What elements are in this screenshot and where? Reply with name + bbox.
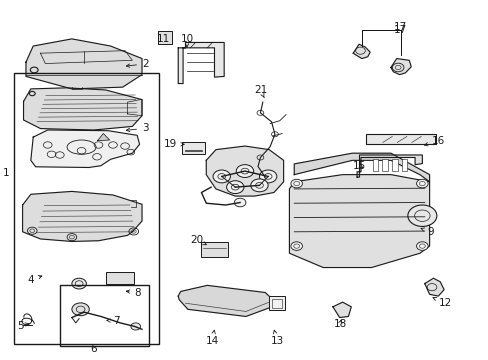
Text: 13: 13 <box>270 330 284 346</box>
Circle shape <box>226 181 244 194</box>
Bar <box>158 31 172 44</box>
Circle shape <box>234 198 245 207</box>
Polygon shape <box>352 44 369 59</box>
Polygon shape <box>22 192 142 242</box>
Bar <box>182 142 205 154</box>
Text: 16: 16 <box>424 136 445 147</box>
Polygon shape <box>178 285 274 316</box>
Text: 19: 19 <box>163 139 184 149</box>
Polygon shape <box>332 302 350 318</box>
Bar <box>268 296 284 310</box>
Bar <box>391 159 397 171</box>
Text: 6: 6 <box>90 343 97 354</box>
Polygon shape <box>390 59 410 75</box>
Text: 15: 15 <box>352 161 366 171</box>
Text: 9: 9 <box>420 227 433 237</box>
Bar <box>401 159 407 171</box>
Text: 12: 12 <box>432 297 451 308</box>
Text: 11: 11 <box>157 34 170 44</box>
Text: 14: 14 <box>205 330 218 346</box>
Bar <box>382 159 387 171</box>
Circle shape <box>290 242 302 250</box>
Text: 17: 17 <box>393 25 407 35</box>
Circle shape <box>259 170 276 183</box>
Text: 7: 7 <box>107 316 120 326</box>
Bar <box>365 134 435 144</box>
Bar <box>372 159 378 171</box>
Circle shape <box>131 323 140 330</box>
Polygon shape <box>294 153 429 182</box>
Circle shape <box>236 165 253 177</box>
Circle shape <box>213 170 230 183</box>
Bar <box>14 73 159 344</box>
Circle shape <box>290 179 302 188</box>
Polygon shape <box>26 39 142 89</box>
Text: 8: 8 <box>126 288 141 297</box>
Bar <box>271 299 281 308</box>
Polygon shape <box>23 88 142 130</box>
Polygon shape <box>178 42 224 84</box>
Circle shape <box>72 278 86 289</box>
Circle shape <box>416 179 427 188</box>
Text: 20: 20 <box>190 235 206 245</box>
Text: 10: 10 <box>180 34 193 47</box>
Text: 17: 17 <box>393 22 407 32</box>
Polygon shape <box>356 155 422 177</box>
Circle shape <box>72 303 89 316</box>
Polygon shape <box>206 146 283 196</box>
Text: 1: 1 <box>2 168 9 178</box>
Polygon shape <box>289 175 429 267</box>
Text: 18: 18 <box>333 319 346 329</box>
Polygon shape <box>424 278 443 296</box>
Circle shape <box>407 205 436 226</box>
Text: 3: 3 <box>126 123 148 133</box>
Bar <box>201 242 227 257</box>
Text: 5: 5 <box>17 321 29 331</box>
Bar <box>105 272 134 284</box>
Text: 2: 2 <box>126 59 148 69</box>
Circle shape <box>250 179 267 192</box>
Text: 4: 4 <box>27 275 42 285</box>
Text: 21: 21 <box>253 85 266 98</box>
Polygon shape <box>31 130 139 167</box>
Bar <box>60 285 149 346</box>
Polygon shape <box>97 134 109 141</box>
Circle shape <box>416 242 427 250</box>
